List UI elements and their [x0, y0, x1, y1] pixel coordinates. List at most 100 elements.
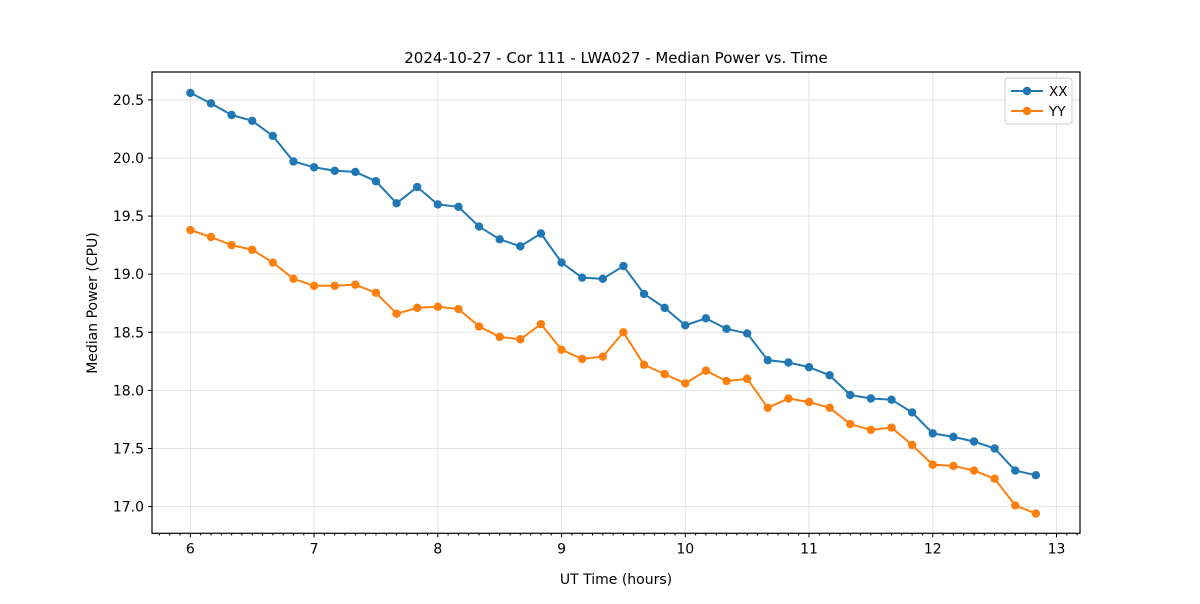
data-point	[846, 390, 855, 400]
data-point	[804, 362, 814, 372]
data-point	[268, 258, 278, 267]
data-point	[619, 261, 628, 271]
data-point	[268, 131, 278, 141]
data-point	[928, 460, 937, 469]
x-tick-label: 12	[924, 542, 942, 558]
data-point	[784, 394, 793, 403]
x-tick-label: 13	[1048, 542, 1066, 558]
legend-box	[1004, 77, 1073, 125]
data-point	[495, 235, 504, 244]
x-tick-label: 6	[186, 542, 195, 558]
data-point	[949, 461, 958, 471]
data-point	[969, 466, 979, 475]
data-point	[784, 358, 793, 367]
data-point	[248, 245, 257, 254]
x-tick-label: 9	[557, 542, 566, 558]
data-point	[1011, 466, 1020, 475]
x-axis-label: UT Time (hours)	[560, 572, 672, 588]
data-point	[351, 167, 360, 177]
y-tick-label: 17.5	[113, 441, 144, 457]
data-point	[866, 394, 876, 403]
data-point	[413, 303, 422, 313]
data-point	[577, 354, 587, 364]
data-point	[392, 199, 401, 208]
y-tick-label: 20.0	[113, 151, 144, 167]
y-tick-label: 18.0	[113, 383, 144, 399]
data-point	[639, 360, 649, 370]
data-point	[577, 273, 587, 282]
data-point	[598, 352, 607, 361]
data-point	[887, 423, 896, 432]
data-point	[742, 329, 752, 338]
legend: XX YY	[1004, 77, 1073, 125]
data-point	[392, 309, 401, 318]
data-point	[1031, 509, 1041, 518]
data-point	[701, 366, 711, 375]
legend-marker	[1022, 86, 1032, 96]
data-point	[289, 274, 298, 284]
data-point	[516, 335, 525, 344]
data-point	[536, 229, 546, 238]
data-point	[990, 444, 999, 453]
data-point	[825, 371, 834, 380]
data-point	[186, 225, 195, 235]
y-tick-label: 20.5	[113, 93, 144, 109]
data-point	[825, 403, 834, 413]
data-point	[722, 376, 731, 386]
data-point	[660, 303, 669, 313]
data-point	[227, 240, 236, 250]
data-point	[206, 99, 216, 108]
data-point	[598, 274, 607, 284]
y-tick-label: 17.0	[113, 500, 144, 516]
data-point	[866, 425, 876, 435]
data-point	[309, 163, 319, 172]
data-point	[1031, 471, 1041, 480]
data-point	[846, 419, 855, 429]
y-axis-label: Median Power (CPU)	[85, 232, 101, 374]
y-tick-label: 19.0	[113, 267, 144, 283]
x-tick-label: 8	[433, 542, 442, 558]
data-point	[454, 304, 463, 314]
data-point	[330, 166, 339, 175]
data-point	[928, 429, 937, 438]
data-point	[371, 288, 381, 297]
x-axis	[158, 533, 1078, 538]
plot-frame	[151, 71, 1081, 534]
y-tick-label: 19.5	[113, 209, 144, 225]
data-point	[474, 322, 484, 331]
data-point	[413, 182, 422, 192]
data-point	[433, 200, 443, 209]
data-point	[536, 319, 546, 329]
data-point	[722, 324, 731, 333]
data-point	[990, 474, 999, 483]
data-point	[557, 345, 566, 354]
legend-label: YY	[1048, 104, 1066, 120]
y-axis	[148, 99, 152, 508]
x-tick-label: 10	[676, 542, 694, 558]
y-tick-label: 18.5	[113, 325, 144, 341]
grid	[152, 72, 1080, 534]
data-point	[742, 374, 752, 383]
data-point	[949, 432, 958, 442]
data-point	[681, 379, 690, 388]
data-point	[907, 408, 917, 417]
x-tick-label: 11	[800, 542, 818, 558]
data-point	[248, 116, 257, 126]
series-XX-markers	[186, 88, 1041, 480]
legend-item-XX: XX	[1011, 84, 1068, 100]
data-point	[495, 332, 504, 342]
data-point	[969, 437, 979, 446]
data-point	[289, 157, 298, 166]
data-point	[433, 302, 443, 311]
data-point	[887, 395, 896, 404]
data-point	[681, 321, 690, 330]
data-point	[763, 403, 772, 413]
data-point	[330, 281, 339, 290]
data-point	[619, 328, 628, 337]
data-point	[309, 281, 319, 290]
data-point	[907, 440, 917, 450]
series-YY-markers	[186, 225, 1041, 518]
chart-title: 2024-10-27 - Cor 111 - LWA027 - Median P…	[404, 49, 828, 67]
data-point	[557, 258, 566, 267]
